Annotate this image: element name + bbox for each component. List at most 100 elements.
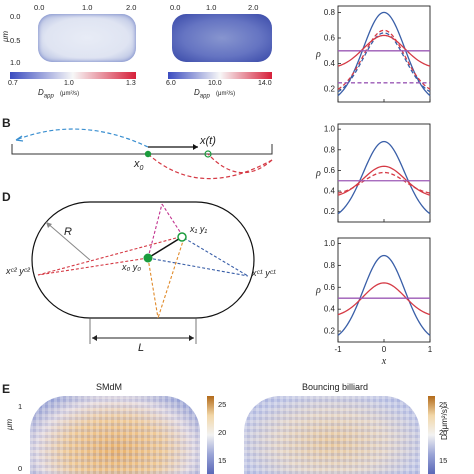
y-tick: 0.5: [10, 36, 21, 45]
billiard-colorbar: [428, 396, 435, 474]
series-line: [337, 34, 431, 67]
start-point: [144, 150, 152, 158]
cb-label-main: D: [38, 88, 44, 97]
radius-arrow: [45, 221, 91, 261]
y-tick-label: 1.0: [324, 125, 336, 134]
xc2yc2-label: xᶜ² yᶜ²: [6, 266, 30, 276]
cb-tick: 15: [218, 456, 227, 465]
x0-main: x: [134, 158, 140, 170]
series-line: [337, 140, 431, 215]
x-tick: 2.0: [248, 3, 259, 12]
cb-tick: 10.0: [208, 80, 222, 87]
panel-b-diagram: [11, 128, 273, 180]
e-y-tick: 1: [18, 402, 23, 411]
y-tick-label: 0.6: [324, 34, 336, 43]
right-colorbar: [168, 72, 272, 79]
y-tick-label: 0.8: [324, 8, 336, 17]
r-label: R: [64, 226, 72, 238]
panel-letter-e: E: [2, 382, 11, 396]
cb-tick: 1.0: [64, 80, 74, 87]
x-tick-label: -1: [334, 345, 342, 354]
cb-tick: 6.0: [166, 80, 176, 87]
red-trajectory: [37, 257, 149, 276]
cb-tick: 1.3: [126, 80, 136, 87]
panel-d-diagram: [31, 201, 255, 344]
blue-trajectory: [147, 257, 249, 277]
rod-bracket: [11, 144, 273, 155]
red-dashed-path: [147, 153, 273, 180]
cb-label-unit: (μm²/s): [216, 91, 236, 97]
y-tick-label: 0.8: [324, 145, 336, 154]
end-point: [204, 150, 212, 158]
x-tick: 0.0: [34, 3, 45, 12]
right-map-x-ticks: 0.0 1.0 2.0: [170, 3, 300, 13]
e-y-label: μm: [5, 418, 15, 431]
x-tick: 1.0: [206, 3, 217, 12]
x0-sub: 0: [139, 165, 144, 173]
right-map-title: Bouncing billiard: [302, 382, 369, 392]
cb-tick: 0.7: [8, 80, 18, 87]
y-tick: 1.0: [10, 58, 21, 67]
right-cb-label: Dapp (μm²/s): [194, 88, 235, 100]
panel-d: D R x₁ y₁ x₀ y₀ xᶜ² yᶜ² xᶜ¹ yᶜ¹ L: [0, 186, 300, 376]
y-tick-label: 0.4: [324, 187, 336, 196]
profile-plots: 0.8 0.6 0.4 0.2 ρ 1.0 0.8 0.6 0.4 0.2 ρ 1.0 0.8 0.6 0.…: [315, 5, 433, 367]
left-colorbar: [10, 72, 136, 79]
y-tick-label: 0.2: [324, 85, 336, 94]
cb-label-sub: app: [199, 93, 210, 100]
y-tick-label: 0.2: [324, 207, 336, 216]
y-tick: 0.0: [10, 12, 21, 21]
y-tick-label: 0.8: [324, 261, 336, 270]
cb-label-main: D: [194, 88, 200, 97]
x-tick-label: 1: [428, 345, 433, 354]
panel-a: 0.0 1.0 2.0 0.0 0.5 1.0 μm 0.7 1.0 1.3 D…: [0, 0, 300, 100]
panel-e: E SMdM Bouncing billiard μm 1 0 25 20 15…: [0, 380, 474, 474]
left-map-y-ticks: 0.0 0.5 1.0: [10, 12, 30, 72]
right-heatmap: [172, 14, 272, 62]
cb-tick: 25: [218, 400, 227, 409]
end-point: [177, 232, 187, 242]
orange-trajectory: [157, 237, 185, 319]
left-map-title: SMdM: [96, 382, 123, 392]
x-tick: 1.0: [82, 3, 93, 12]
smdm-colorbar: [207, 396, 214, 474]
y-tick-label: 0.4: [324, 59, 336, 68]
cb-label: D (μm²/s): [440, 406, 449, 441]
y-axis-label: ρ: [315, 168, 321, 179]
e-y-tick: 0: [18, 464, 23, 473]
cb-tick: 20: [439, 428, 448, 437]
series-line: [337, 32, 431, 93]
series-line: [337, 29, 431, 90]
x-axis-label: x: [381, 356, 387, 367]
left-map-y-label: μm: [1, 30, 11, 43]
x-tick: 2.0: [126, 3, 137, 12]
cb-tick: 20: [218, 428, 227, 437]
y-tick-label: 0.4: [324, 305, 336, 314]
cb-tick: 15: [439, 456, 448, 465]
y-axis-label: ρ: [315, 285, 321, 296]
plot-frame: [337, 5, 431, 103]
panel-letter-d: D: [2, 190, 11, 204]
panel-b: B x(t) x0: [0, 110, 300, 190]
left-cb-label: Dapp (μm²/s): [38, 88, 79, 100]
displacement-arrow-head: [193, 144, 198, 150]
y-axis-label: ρ: [315, 49, 321, 60]
red-trajectory: [37, 237, 177, 276]
cb-tick: 25: [439, 400, 448, 409]
plot-frame: [337, 123, 431, 223]
y-tick-label: 0.6: [324, 166, 336, 175]
blue-dashed-path: [15, 128, 149, 148]
blue-arrow-head: [15, 135, 24, 142]
l-label: L: [138, 342, 145, 354]
x-tick: 0.0: [170, 3, 181, 12]
cb-tick: 14.0: [258, 80, 272, 87]
displacement-line: [147, 236, 183, 259]
x1y1-label: x₁ y₁: [190, 224, 208, 234]
billiard-heatmap: [244, 396, 420, 474]
radius-arrow-head: [46, 222, 52, 228]
series-line: [337, 171, 431, 194]
panel-letter-b: B: [2, 116, 11, 130]
y-tick-label: 1.0: [324, 239, 336, 248]
y-tick-label: 0.6: [324, 283, 336, 292]
x0y0-label: x₀ y₀: [122, 262, 142, 272]
